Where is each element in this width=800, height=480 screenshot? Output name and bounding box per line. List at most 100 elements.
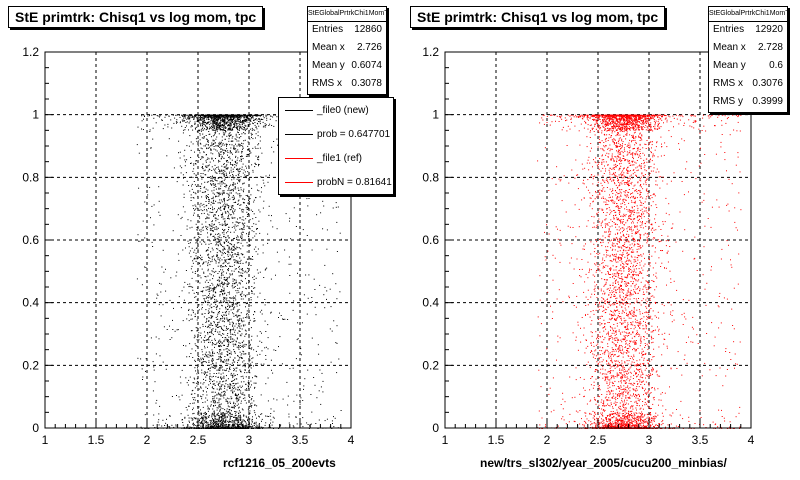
scatter-point: [226, 116, 228, 118]
scatter-point: [226, 351, 228, 352]
scatter-point: [233, 270, 235, 272]
scatter-point: [220, 409, 221, 411]
scatter-point: [229, 156, 231, 158]
scatter-point: [261, 420, 262, 422]
scatter-point: [242, 172, 244, 174]
scatter-point: [238, 120, 240, 122]
scatter-point: [242, 211, 244, 213]
scatter-point: [209, 376, 210, 378]
scatter-point: [211, 349, 213, 351]
scatter-point: [207, 144, 209, 146]
scatter-point: [205, 116, 206, 118]
scatter-point: [251, 361, 253, 363]
scatter-point: [193, 212, 195, 214]
scatter-point: [240, 279, 242, 281]
scatter-point: [255, 277, 257, 279]
scatter-point: [217, 227, 219, 229]
scatter-point: [209, 305, 211, 307]
scatter-point: [184, 120, 186, 122]
scatter-point: [234, 244, 235, 246]
scatter-point: [225, 383, 227, 385]
scatter-point: [192, 262, 194, 264]
scatter-point: [234, 125, 236, 127]
scatter-point: [219, 279, 221, 281]
scatter-point: [191, 417, 193, 419]
scatter-point: [251, 421, 253, 423]
scatter-point: [214, 366, 216, 367]
scatter-point: [179, 165, 181, 167]
scatter-point: [224, 186, 226, 187]
scatter-point: [252, 218, 254, 220]
scatter-point: [174, 330, 176, 332]
scatter-point: [207, 232, 208, 234]
scatter-point: [218, 126, 220, 128]
scatter-point: [262, 119, 264, 120]
scatter-point: [221, 118, 223, 120]
scatter-point: [206, 229, 208, 231]
scatter-point: [225, 418, 227, 420]
scatter-point: [179, 376, 181, 378]
scatter-point: [208, 362, 210, 363]
scatter-point: [219, 349, 221, 351]
scatter-point: [231, 216, 233, 218]
scatter-point: [212, 140, 214, 142]
scatter-point: [217, 265, 219, 267]
scatter-point: [223, 375, 225, 377]
scatter-point: [218, 259, 220, 261]
scatter-point: [198, 117, 200, 119]
scatter-point: [223, 208, 225, 209]
scatter-point: [269, 426, 271, 428]
scatter-point: [202, 339, 204, 341]
scatter-point: [226, 417, 228, 418]
scatter-point: [263, 182, 265, 184]
scatter-point: [242, 365, 244, 367]
scatter-point: [244, 127, 245, 128]
scatter-point: [223, 230, 225, 232]
scatter-point: [207, 121, 209, 123]
scatter-point: [218, 276, 220, 278]
scatter-point: [195, 370, 196, 372]
scatter-point: [213, 405, 215, 407]
scatter-point: [204, 295, 206, 296]
scatter-point: [238, 308, 240, 310]
scatter-point: [261, 152, 263, 154]
scatter-point: [199, 360, 201, 362]
scatter-point: [233, 282, 235, 284]
scatter-point: [285, 213, 287, 215]
scatter-point: [224, 118, 226, 120]
scatter-point: [200, 290, 202, 292]
scatter-point: [233, 307, 235, 309]
scatter-point: [230, 123, 231, 125]
scatter-point: [226, 145, 227, 147]
scatter-point: [209, 199, 210, 201]
scatter-point: [203, 212, 205, 214]
scatter-point: [223, 287, 225, 289]
scatter-point: [202, 166, 203, 168]
scatter-point: [266, 267, 268, 269]
scatter-point: [247, 214, 249, 216]
scatter-point: [215, 344, 217, 346]
scatter-point: [213, 373, 215, 374]
scatter-point: [194, 271, 196, 273]
scatter-point: [211, 360, 213, 362]
scatter-point: [178, 152, 179, 154]
scatter-point: [220, 154, 222, 156]
scatter-point: [214, 183, 216, 185]
scatter-point: [249, 343, 251, 345]
scatter-point: [196, 207, 198, 209]
scatter-point: [212, 334, 214, 336]
scatter-point: [202, 291, 203, 293]
scatter-point: [227, 251, 229, 253]
scatter-point: [216, 243, 218, 245]
scatter-point: [248, 236, 250, 238]
scatter-point: [199, 263, 200, 265]
scatter-point: [228, 352, 230, 354]
scatter-point: [218, 144, 220, 146]
scatter-point: [218, 389, 220, 391]
scatter-point: [180, 413, 182, 415]
scatter-point: [213, 148, 215, 150]
scatter-point: [136, 144, 138, 146]
scatter-point: [194, 273, 196, 274]
scatter-point: [221, 180, 223, 182]
scatter-point: [181, 167, 183, 169]
